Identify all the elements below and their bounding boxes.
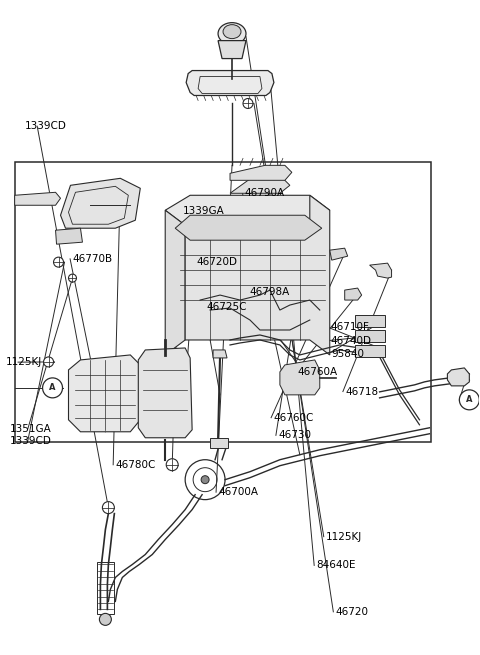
Text: 46730: 46730	[278, 430, 312, 440]
Text: 46790A: 46790A	[245, 188, 285, 198]
Polygon shape	[15, 193, 60, 205]
Polygon shape	[355, 315, 384, 327]
Text: 46760C: 46760C	[274, 413, 314, 422]
Text: 46710F: 46710F	[331, 322, 370, 333]
Text: 1125KJ: 1125KJ	[5, 357, 42, 367]
Text: 84640E: 84640E	[317, 561, 356, 571]
Polygon shape	[60, 178, 140, 228]
Polygon shape	[213, 350, 227, 358]
Circle shape	[44, 357, 54, 367]
Text: 1339CD: 1339CD	[10, 436, 52, 445]
Text: 46720: 46720	[336, 607, 369, 617]
Text: 46760A: 46760A	[298, 367, 337, 377]
Text: 46740D: 46740D	[331, 335, 372, 346]
Polygon shape	[370, 263, 392, 278]
Circle shape	[102, 502, 114, 514]
Polygon shape	[138, 348, 192, 438]
Circle shape	[166, 458, 178, 471]
Text: 46780C: 46780C	[116, 460, 156, 470]
Polygon shape	[345, 288, 361, 300]
Text: 46725C: 46725C	[206, 301, 247, 312]
Polygon shape	[355, 330, 384, 342]
Polygon shape	[69, 355, 140, 432]
Circle shape	[459, 390, 480, 410]
Circle shape	[201, 476, 209, 483]
Text: 1125KJ: 1125KJ	[326, 532, 362, 542]
Text: 1351GA: 1351GA	[10, 424, 52, 434]
Circle shape	[243, 98, 253, 109]
Polygon shape	[280, 360, 320, 395]
Text: 46720D: 46720D	[197, 257, 238, 267]
Text: 46798A: 46798A	[250, 286, 290, 297]
Text: 46770B: 46770B	[72, 254, 113, 264]
Text: 95840: 95840	[331, 348, 364, 359]
Circle shape	[43, 378, 62, 398]
Ellipse shape	[218, 23, 246, 45]
Polygon shape	[185, 195, 330, 355]
Polygon shape	[447, 368, 469, 386]
Polygon shape	[218, 41, 246, 58]
Polygon shape	[165, 210, 185, 355]
Circle shape	[54, 257, 63, 267]
Text: 46700A: 46700A	[218, 487, 258, 497]
Text: 46718: 46718	[345, 386, 378, 396]
Text: 1339GA: 1339GA	[182, 206, 224, 216]
Circle shape	[69, 274, 76, 282]
Text: A: A	[49, 383, 56, 392]
Circle shape	[99, 613, 111, 626]
Polygon shape	[355, 345, 384, 357]
Polygon shape	[165, 195, 330, 225]
Polygon shape	[230, 165, 292, 180]
Polygon shape	[230, 176, 290, 193]
Ellipse shape	[223, 25, 241, 39]
Polygon shape	[210, 438, 228, 448]
Text: A: A	[466, 396, 473, 404]
Polygon shape	[186, 71, 274, 96]
Text: 1339CD: 1339CD	[24, 121, 67, 131]
Bar	[15, 162, 432, 441]
Polygon shape	[56, 228, 83, 244]
Polygon shape	[330, 248, 348, 260]
Polygon shape	[175, 215, 322, 240]
